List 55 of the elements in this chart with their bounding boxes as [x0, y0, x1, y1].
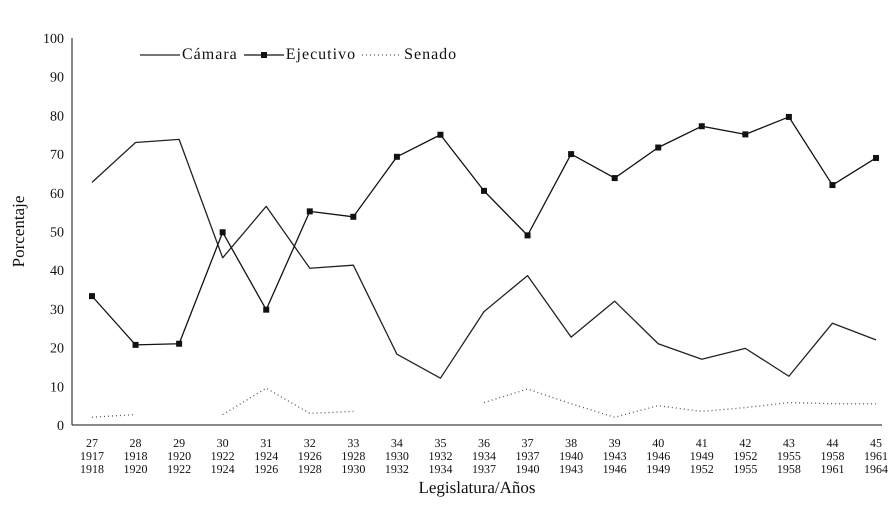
point — [612, 175, 618, 182]
legend-label: Ejecutivo — [286, 46, 356, 64]
point — [742, 131, 748, 138]
point — [132, 342, 139, 348]
point — [350, 214, 356, 220]
y-tick-label: 70 — [50, 148, 64, 164]
x-tick-label: 45 1961 1964 — [864, 436, 888, 476]
point — [176, 340, 182, 347]
x-tick-label: 39 1943 1946 — [602, 436, 627, 476]
y-tick-label: 10 — [50, 380, 64, 396]
x-tick-label: 27 1917 1918 — [80, 436, 104, 476]
point — [437, 132, 444, 138]
x-axis-title: Legislatura/Años — [418, 478, 536, 497]
y-axis-title: Porcentaje — [9, 196, 28, 268]
x-tick-label: 41 1949 1952 — [690, 436, 714, 476]
y-tick-label: 100 — [43, 32, 64, 47]
line-series — [91, 138, 877, 379]
point — [873, 154, 879, 161]
x-tick-label: 32 1926 1928 — [298, 436, 322, 476]
x-tick-label: 38 1940 1943 — [559, 436, 584, 476]
x-tick-label: 34 1930 1932 — [384, 436, 409, 476]
x-tick-label: 37 1937 1940 — [516, 436, 540, 476]
x-tick-label: 28 1918 1920 — [124, 436, 148, 476]
x-tick-label: 36 1934 1937 — [472, 436, 496, 476]
point — [263, 306, 270, 313]
legend-label: Senado — [404, 46, 458, 64]
x-tick-label: 31 1924 1926 — [254, 436, 278, 476]
point — [220, 229, 226, 236]
point — [829, 182, 836, 188]
point — [89, 293, 95, 300]
y-tick-label: 80 — [50, 109, 64, 124]
y-tick-label: 30 — [50, 302, 64, 318]
y-tick-label: 20 — [50, 342, 64, 357]
point — [698, 123, 705, 130]
legend-label: Cámara — [182, 46, 238, 64]
point — [524, 232, 531, 238]
y-tick-label: 40 — [50, 264, 64, 280]
x-tick-label: 40 1946 1949 — [646, 436, 670, 476]
x-tick-label: 33 1928 1930 — [341, 436, 366, 476]
x-tick-label: 35 1932 1934 — [428, 436, 452, 476]
x-tick-label: 43 1955 1958 — [776, 436, 801, 476]
y-tick-label: 60 — [50, 186, 64, 202]
point — [481, 188, 487, 194]
x-tick-label: 44 1958 1961 — [820, 436, 844, 476]
y-tick-label: 90 — [50, 70, 64, 86]
x-tick-label: 29 1920 1922 — [167, 436, 192, 476]
point — [786, 114, 792, 120]
point — [655, 144, 662, 151]
y-tick-label: 0 — [57, 418, 64, 434]
point — [306, 208, 313, 214]
point — [568, 151, 574, 158]
x-tick-label: 30 1922 1924 — [210, 436, 235, 476]
y-tick-label: 50 — [50, 225, 64, 240]
x-tick-label: 42 1952 1955 — [733, 436, 758, 476]
point — [394, 154, 400, 160]
